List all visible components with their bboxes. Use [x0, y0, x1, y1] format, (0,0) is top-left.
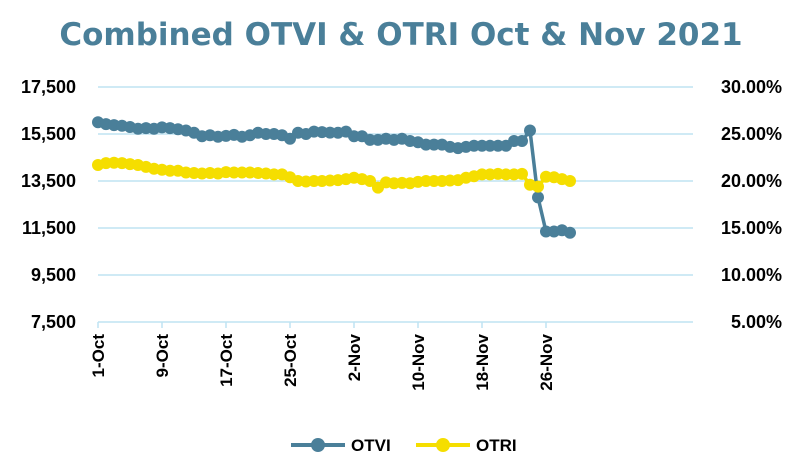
legend: OTVI OTRI	[291, 436, 517, 455]
y-right-tick-label: 25.00%	[721, 124, 782, 144]
x-tick-label: 2-Nov	[345, 333, 364, 381]
y-right-tick-label: 30.00%	[721, 77, 782, 97]
x-tick-label: 17-Oct	[217, 334, 236, 387]
series-otri	[92, 156, 576, 194]
x-tick-label: 1-Oct	[89, 334, 108, 378]
y-left-tick-label: 17,500	[21, 77, 76, 97]
x-tick-label: 25-Oct	[281, 334, 300, 387]
y-left-tick-label: 7,500	[31, 312, 76, 332]
legend-label: OTRI	[476, 436, 517, 455]
chart-title: Combined OTVI & OTRI Oct & Nov 2021	[59, 17, 742, 53]
y-left-tick-label: 11,500	[22, 218, 76, 238]
data-point-otvi	[516, 135, 528, 147]
y-right-tick-label: 5.00%	[731, 312, 782, 332]
y-left-tick-label: 15,500	[21, 124, 76, 144]
x-tick-label: 18-Nov	[473, 333, 492, 390]
data-point-otvi	[532, 191, 544, 204]
x-tick-label: 10-Nov	[409, 333, 428, 390]
data-point-otri	[364, 175, 376, 187]
y-right-tick-label: 15.00%	[721, 218, 782, 238]
data-point-otvi	[524, 124, 536, 137]
y-left-tick-label: 9,500	[31, 265, 76, 285]
series-layer	[92, 116, 576, 239]
data-point-otri	[532, 180, 544, 193]
data-point-otvi	[564, 226, 576, 239]
x-tick-label: 9-Oct	[153, 334, 172, 378]
legend-swatch-marker	[436, 438, 450, 452]
y-left-tick-label: 13,500	[21, 171, 76, 191]
x-tick-label: 26-Nov	[537, 333, 556, 390]
series-otvi	[92, 116, 576, 239]
axes: 7,500 5.00% 9,500 10.00% 11,500 15.00% 13,500 2…	[21, 77, 782, 391]
data-point-otri	[564, 175, 576, 187]
y-right-tick-label: 20.00%	[721, 171, 782, 191]
legend-label: OTVI	[351, 436, 391, 455]
data-point-otri	[516, 167, 528, 180]
legend-item-otri: OTRI	[416, 436, 517, 455]
y-right-tick-label: 10.00%	[721, 265, 782, 285]
legend-item-otvi: OTVI	[291, 436, 391, 455]
legend-swatch-marker	[311, 438, 325, 452]
